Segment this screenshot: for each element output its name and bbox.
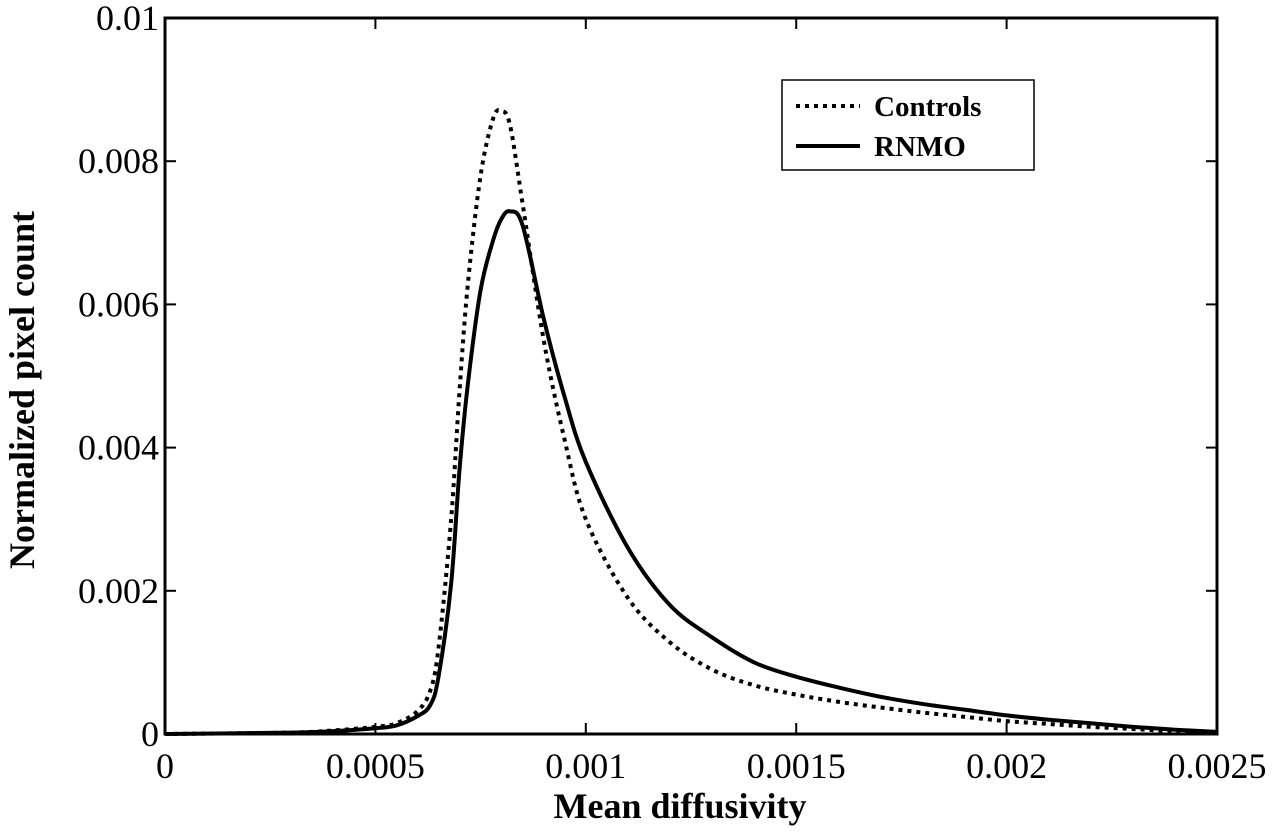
legend-label-controls: Controls bbox=[874, 91, 981, 123]
legend: Controls RNMO bbox=[781, 79, 1035, 171]
x-axis-title: Mean diffusivity bbox=[553, 786, 806, 826]
y-tick-label: 0.008 bbox=[78, 141, 159, 181]
y-tick-label: 0.004 bbox=[78, 428, 159, 468]
series-line-controls bbox=[164, 108, 1218, 736]
y-tick-label: 0 bbox=[141, 714, 159, 754]
y-axis-title: Normalized pixel count bbox=[2, 211, 42, 569]
y-tick-label: 0.01 bbox=[96, 0, 159, 38]
x-tick-label: 0.0025 bbox=[1168, 746, 1267, 786]
y-tick-labels: 0 0.002 0.004 0.006 0.008 0.01 bbox=[78, 0, 159, 754]
x-tick-label: 0 bbox=[156, 746, 174, 786]
series-line-rnmo bbox=[164, 209, 1218, 736]
x-tick-label: 0.002 bbox=[966, 746, 1047, 786]
x-tick-label: 0.0005 bbox=[326, 746, 425, 786]
legend-label-rnmo: RNMO bbox=[874, 131, 966, 163]
x-tick-labels: 0 0.0005 0.001 0.0015 0.002 0.0025 bbox=[156, 746, 1267, 786]
x-tick-label: 0.0015 bbox=[747, 746, 846, 786]
x-tick-label: 0.001 bbox=[545, 746, 626, 786]
y-tick-label: 0.002 bbox=[78, 571, 159, 611]
series-layer bbox=[164, 108, 1218, 736]
plot-area-frame bbox=[163, 16, 1219, 736]
axis-ticks bbox=[164, 17, 1218, 735]
legend-box bbox=[781, 79, 1035, 171]
y-tick-label: 0.006 bbox=[78, 284, 159, 324]
